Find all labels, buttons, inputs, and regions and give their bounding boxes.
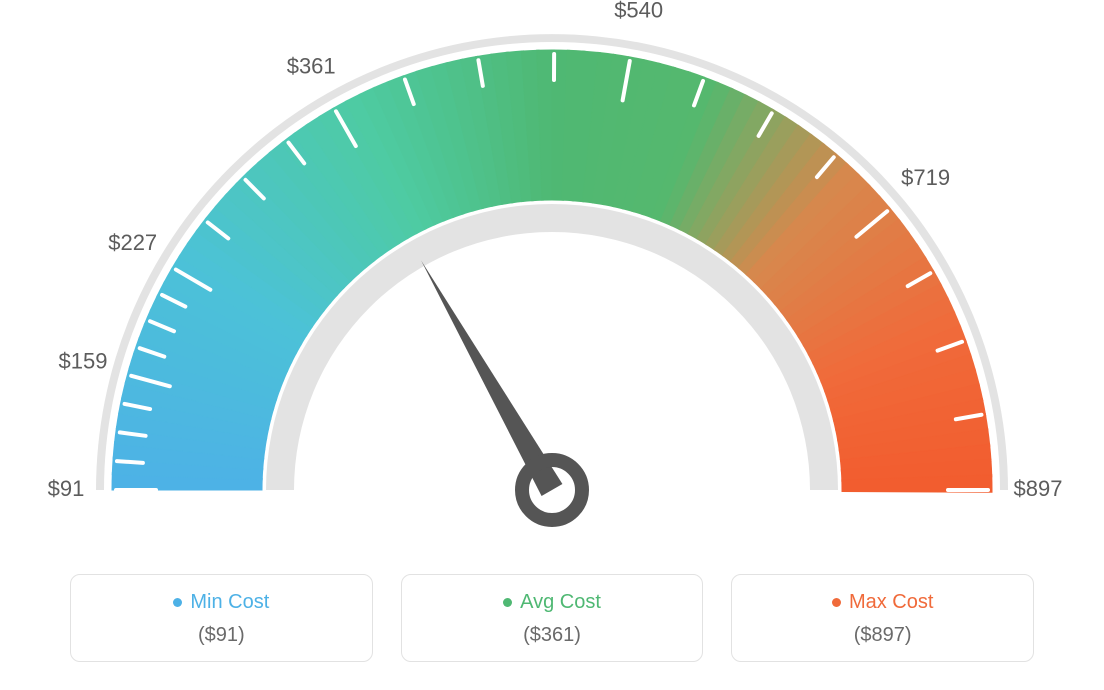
legend-label-text: Avg Cost xyxy=(520,591,601,614)
dot-icon xyxy=(503,598,512,607)
tick-label: $897 xyxy=(1014,476,1063,501)
color-arc xyxy=(112,50,992,492)
legend-label-avg: Avg Cost xyxy=(503,591,601,614)
tick-label: $719 xyxy=(901,165,950,190)
cost-gauge: $91 $159 $227 $361 $540 $719 $897 xyxy=(0,0,1104,560)
tick-label: $91 xyxy=(48,476,85,501)
legend-row: Min Cost ($91) Avg Cost ($361) Max Cost … xyxy=(70,574,1034,662)
tick-label: $159 xyxy=(58,349,107,374)
legend-label-text: Max Cost xyxy=(849,591,933,614)
legend-card-avg: Avg Cost ($361) xyxy=(401,574,704,662)
legend-card-max: Max Cost ($897) xyxy=(731,574,1034,662)
legend-label-text: Min Cost xyxy=(190,591,269,614)
dot-icon xyxy=(173,598,182,607)
legend-value-avg: ($361) xyxy=(412,624,693,647)
dot-icon xyxy=(832,598,841,607)
legend-value-min: ($91) xyxy=(81,624,362,647)
tick-label: $227 xyxy=(108,230,157,255)
legend-value-max: ($897) xyxy=(742,624,1023,647)
legend-card-min: Min Cost ($91) xyxy=(70,574,373,662)
tick-label: $361 xyxy=(287,54,336,79)
legend-label-max: Max Cost xyxy=(832,591,933,614)
legend-label-min: Min Cost xyxy=(173,591,269,614)
tick-label: $540 xyxy=(614,0,663,23)
